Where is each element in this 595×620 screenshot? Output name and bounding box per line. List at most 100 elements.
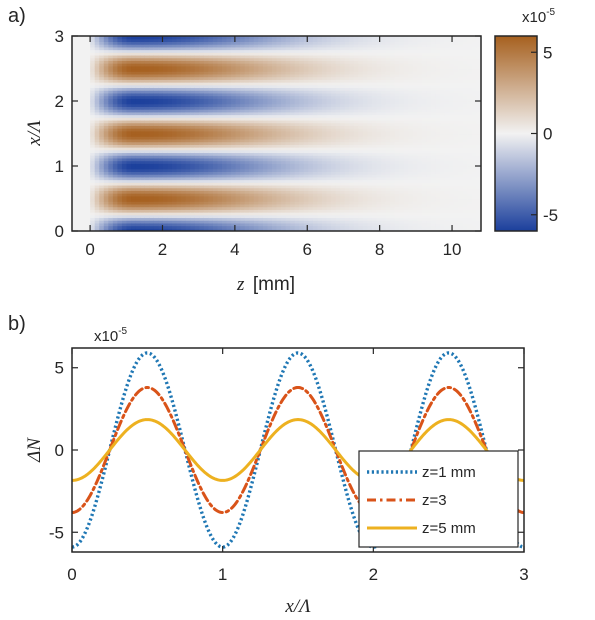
heatmap-cell: [158, 117, 164, 121]
heatmap-cell: [171, 82, 178, 86]
heatmap-cell: [340, 166, 346, 170]
heatmap-cell: [308, 111, 314, 116]
heatmap-cell: [162, 90, 169, 94]
heatmap-cell: [108, 122, 114, 126]
heatmap-cell: [294, 217, 300, 221]
heatmap-cell: [90, 95, 96, 99]
heatmap-cell: [362, 111, 368, 116]
heatmap-cell: [76, 201, 82, 205]
heatmap-cell: [353, 122, 359, 126]
heatmap-cell: [185, 141, 191, 145]
heatmap-cell: [331, 160, 337, 164]
heatmap-cell: [72, 71, 78, 75]
heatmap-cell: [226, 166, 232, 170]
heatmap-cell: [181, 52, 187, 56]
heatmap-cell: [276, 130, 282, 135]
heatmap-cell: [362, 168, 368, 173]
heatmap-cell: [349, 90, 355, 94]
heatmap-cell: [90, 60, 96, 64]
heatmap-cell: [194, 198, 200, 202]
heatmap-cell: [308, 71, 314, 75]
heatmap-cell: [267, 54, 273, 59]
heatmap-cell: [121, 152, 128, 156]
heatmap-cell: [358, 101, 364, 105]
heatmap-cell: [253, 98, 259, 102]
heatmap-cell: [85, 179, 91, 183]
heatmap-cell: [240, 98, 246, 102]
heatmap-cell: [144, 60, 150, 64]
heatmap-cell: [244, 87, 250, 91]
heatmap-cell: [126, 71, 132, 75]
heatmap-cell: [249, 195, 255, 200]
heatmap-cell: [90, 119, 96, 124]
heatmap-cell: [253, 84, 259, 89]
heatmap-cell: [344, 163, 350, 167]
heatmap-cell: [308, 46, 314, 51]
heatmap-cell: [358, 98, 364, 102]
heatmap-cell: [108, 130, 114, 135]
heatmap-cell: [72, 157, 78, 162]
heatmap-cell: [81, 193, 87, 197]
heatmap-cell: [335, 203, 341, 208]
heatmap-cell: [231, 101, 237, 105]
heatmap-cell: [81, 209, 87, 213]
heatmap-cell: [190, 166, 196, 170]
panel-a-label: a): [8, 5, 26, 27]
heatmap-cell: [135, 228, 141, 231]
heatmap-cell: [212, 209, 219, 213]
heatmap-cell: [181, 212, 187, 216]
heatmap-cell: [281, 155, 287, 159]
heatmap-cell: [176, 222, 182, 227]
heatmap-cell: [140, 222, 146, 227]
heatmap-cell: [317, 138, 323, 143]
heatmap-cell: [176, 228, 182, 231]
heatmap-cell: [153, 103, 159, 108]
heatmap-cell: [381, 203, 387, 208]
heatmap-cell: [258, 76, 264, 80]
heatmap-cell: [321, 147, 328, 151]
heatmap-cell: [231, 198, 237, 202]
heatmap-cell: [326, 63, 332, 67]
heatmap-cell: [371, 136, 378, 140]
heatmap-cell: [240, 228, 246, 231]
heatmap-cell: [276, 73, 282, 78]
heatmap-cell: [121, 147, 128, 151]
heatmap-cell: [94, 125, 100, 129]
heatmap-cell: [99, 36, 105, 40]
heatmap-cell: [167, 174, 173, 178]
heatmap-cell: [281, 198, 287, 202]
heatmap-cell: [276, 228, 282, 231]
heatmap-cell: [144, 44, 150, 48]
heatmap-cell: [317, 130, 323, 135]
heatmap-cell: [235, 46, 241, 51]
heatmap-cell: [131, 166, 137, 170]
heatmap-cell: [131, 225, 137, 229]
heatmap-cell: [267, 63, 273, 67]
heatmap-cell: [112, 41, 119, 45]
heatmap-cell: [294, 174, 300, 178]
heatmap-cell: [90, 68, 96, 72]
heatmap-cell: [203, 182, 209, 186]
heatmap-cell: [303, 119, 309, 124]
heatmap-cell: [340, 46, 346, 51]
heatmap-cell: [285, 71, 291, 75]
heatmap-cell: [340, 103, 346, 108]
heatmap-cell: [281, 147, 287, 151]
heatmap-cell: [326, 54, 332, 59]
heatmap-cell: [85, 111, 91, 116]
heatmap-cell: [317, 206, 323, 210]
heatmap-cell: [331, 149, 337, 154]
heatmap-cell: [299, 209, 305, 213]
heatmap-cell: [362, 141, 368, 145]
heatmap-cell: [358, 52, 364, 56]
heatmap-cell: [362, 195, 368, 200]
heatmap-cell: [312, 36, 318, 40]
heatmap-cell: [335, 68, 341, 72]
heatmap-cell: [321, 212, 328, 216]
heatmap-cell: [126, 36, 132, 40]
heatmap-cell: [126, 49, 132, 53]
heatmap-cell: [335, 109, 341, 113]
heatmap-cell: [190, 111, 196, 116]
heatmap-cell: [153, 52, 159, 56]
heatmap-cell: [226, 133, 232, 137]
